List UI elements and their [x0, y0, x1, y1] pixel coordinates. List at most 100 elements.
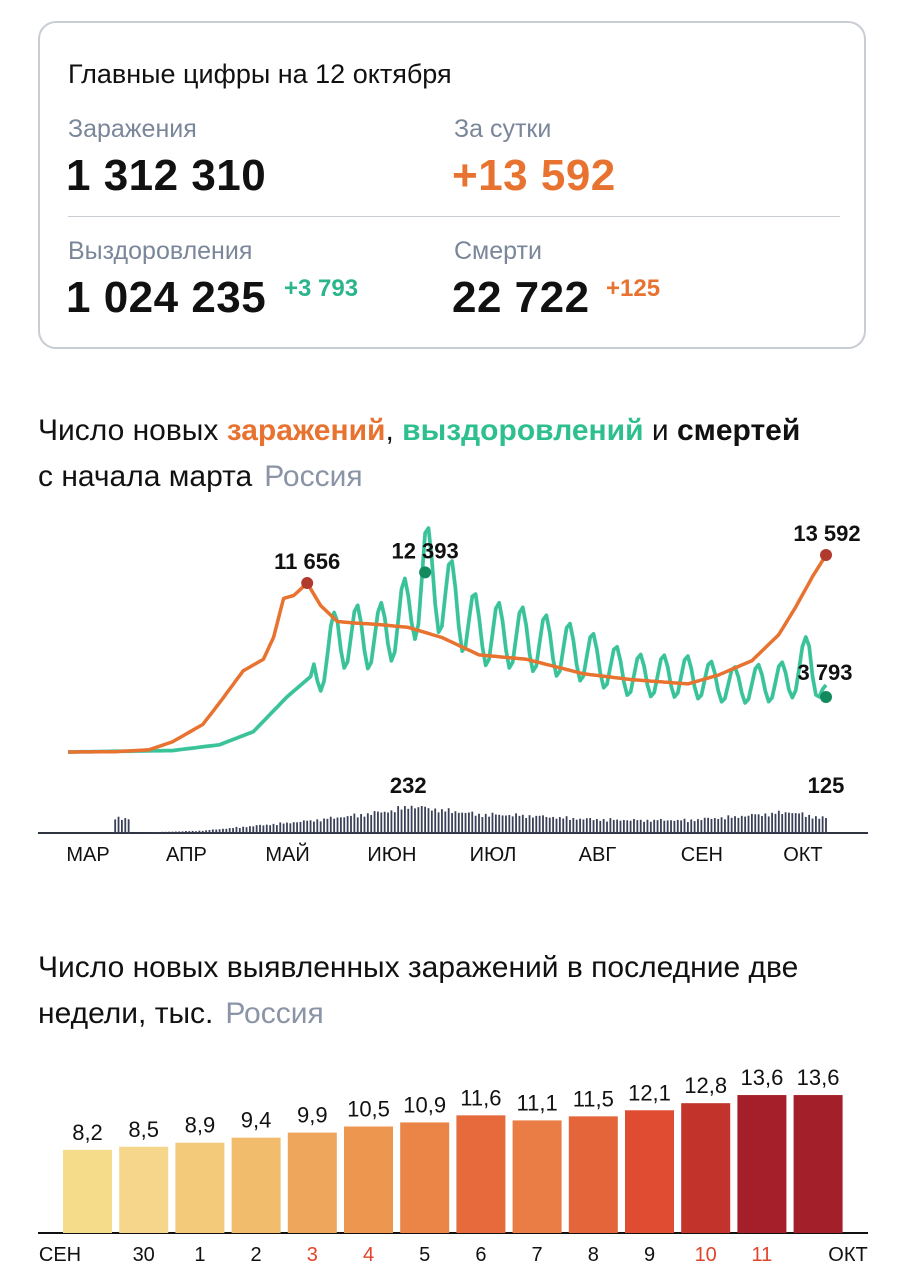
deaths-bar: [208, 829, 211, 833]
bar: [512, 1120, 562, 1233]
x-tick-label: 3: [307, 1244, 318, 1266]
chart1-title-comma: ,: [385, 414, 403, 447]
deaths-bar: [242, 826, 245, 833]
deaths-bar: [670, 820, 672, 833]
deaths-bar: [447, 808, 450, 833]
deaths-bar: [764, 813, 767, 833]
deaths-bar: [501, 815, 504, 833]
deaths-bar: [464, 812, 467, 833]
deaths-bar: [400, 809, 403, 833]
deaths-bar: [225, 828, 228, 833]
deaths-bar: [508, 815, 511, 833]
deaths-bar: [737, 817, 740, 833]
deaths-bar: [454, 811, 457, 833]
x-tick-label: ИЮЛ: [470, 844, 517, 866]
x-tick-label: 10: [695, 1244, 717, 1266]
deaths-bar: [555, 818, 558, 833]
bar: [456, 1115, 506, 1233]
deaths-bar: [649, 821, 652, 833]
deaths-bar: [114, 819, 117, 833]
chart1-title: Число новых заражений, выздоровлений и с…: [38, 408, 800, 500]
deaths-bar: [484, 813, 487, 833]
chart2-title-line1: Число новых выявленных заражений в после…: [38, 951, 799, 984]
annotation-dot: [820, 691, 832, 703]
bar: [287, 1132, 337, 1233]
deaths-bars: [114, 805, 827, 833]
chart2-title: Число новых выявленных заражений в после…: [38, 945, 798, 1037]
bar: [63, 1149, 112, 1233]
deaths-bar: [602, 819, 605, 833]
deaths-bar: [801, 812, 804, 833]
deaths-bar: [697, 819, 699, 833]
deaths-bar: [767, 816, 770, 833]
deaths-bar: [703, 817, 706, 833]
deaths-bar: [154, 832, 157, 833]
annotation-dot: [820, 549, 832, 561]
deaths-bar: [730, 817, 733, 833]
deaths-bar: [377, 811, 379, 833]
bar: [625, 1110, 674, 1233]
x-tick-label: МАР: [66, 844, 109, 866]
annotation-label: 12 393: [391, 538, 458, 563]
summary-card: Главные цифры на 12 октября Заражения 1 …: [38, 21, 866, 349]
deaths-bar: [370, 814, 373, 833]
deaths-bar: [124, 818, 127, 833]
deaths-bar: [205, 830, 208, 833]
deaths-bar: [188, 831, 191, 833]
deaths-bar: [798, 813, 800, 833]
deaths-bar: [373, 811, 376, 833]
deaths-bar: [336, 817, 339, 833]
deaths-bar: [757, 814, 760, 833]
annotation-label: 13 592: [793, 521, 860, 546]
deaths-bar: [417, 807, 420, 833]
deaths-bar: [343, 817, 346, 833]
chart1-title-line1: Число новых заражений, выздоровлений и с…: [38, 408, 800, 454]
deaths-bar: [309, 820, 312, 833]
x-tick-label: 4: [363, 1244, 374, 1266]
deaths-bar: [161, 831, 164, 833]
deaths-bar: [619, 820, 622, 833]
deaths-bar: [582, 819, 585, 833]
deaths-bar: [410, 805, 413, 833]
annotation-label: 11 656: [274, 549, 340, 574]
x-tick-label: 8: [588, 1244, 599, 1266]
deaths-bar: [528, 815, 531, 833]
deaths-bar: [734, 816, 736, 833]
deaths-bar: [606, 821, 608, 833]
deaths-bar: [218, 829, 221, 833]
x-tick-label: 30: [133, 1244, 155, 1266]
deaths-bar: [158, 832, 160, 833]
chart1-title-and: и: [643, 414, 677, 447]
deaths-bar: [710, 818, 713, 833]
x-tick-label: 5: [419, 1244, 430, 1266]
deaths-bar: [481, 817, 484, 833]
deaths-bar: [319, 821, 322, 833]
deaths-bar: [488, 816, 491, 833]
legend-infections: заражений: [226, 414, 386, 447]
deaths-bar: [235, 826, 238, 833]
deaths-bar: [272, 823, 275, 833]
chart1-title-period: с начала марта: [38, 460, 253, 493]
deaths-bar: [151, 832, 154, 833]
x-tick-label: СЕН: [681, 844, 723, 866]
bar-value-label: 8,2: [72, 1120, 103, 1145]
deaths-bar: [292, 822, 295, 833]
deaths-bar: [814, 816, 817, 833]
deaths-bar: [279, 822, 282, 833]
deaths-bar: [707, 817, 709, 833]
deaths-bar: [478, 813, 480, 833]
deaths-bar: [363, 816, 366, 833]
deaths-bar: [569, 819, 571, 833]
bar-value-label: 11,1: [517, 1090, 558, 1115]
chart2-region: Россия: [225, 997, 324, 1030]
x-tick-label: ОКТ: [828, 1244, 867, 1266]
deaths-bar: [511, 816, 514, 833]
deaths-bar: [521, 814, 524, 833]
deaths-bar: [747, 815, 750, 833]
deaths-bar: [562, 818, 565, 833]
deaths-bar: [164, 831, 167, 833]
deaths-bar: [313, 821, 315, 833]
chart1-title-prefix: Число новых: [38, 414, 227, 447]
deaths-bar: [360, 814, 362, 833]
deaths-bar: [683, 818, 686, 833]
